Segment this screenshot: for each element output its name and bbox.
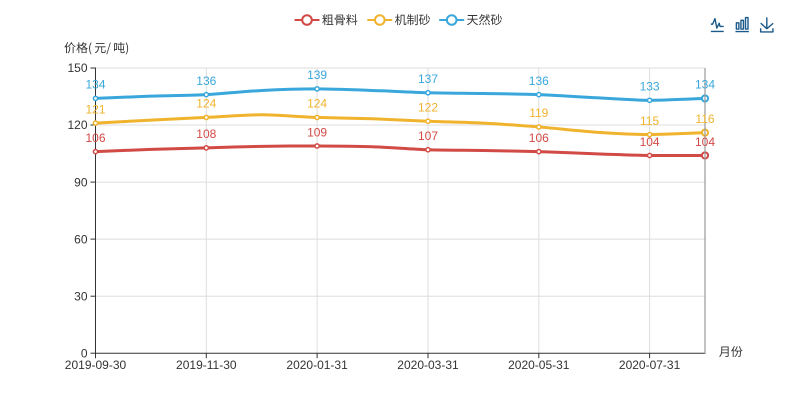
svg-text:104: 104 <box>695 135 715 149</box>
svg-text:139: 139 <box>307 68 327 82</box>
svg-text:108: 108 <box>196 127 216 141</box>
svg-text:90: 90 <box>74 175 88 189</box>
svg-text:120: 120 <box>67 118 87 132</box>
svg-text:107: 107 <box>418 129 438 143</box>
svg-text:104: 104 <box>640 135 660 149</box>
svg-text:30: 30 <box>74 289 88 303</box>
svg-text:115: 115 <box>640 114 659 128</box>
svg-text:124: 124 <box>307 97 327 111</box>
svg-text:2020-05-31: 2020-05-31 <box>508 358 570 372</box>
svg-text:2020-03-31: 2020-03-31 <box>397 358 459 372</box>
svg-text:2020-01-31: 2020-01-31 <box>286 358 348 372</box>
svg-text:2019-11-30: 2019-11-30 <box>176 358 237 372</box>
svg-text:2020-07-31: 2020-07-31 <box>619 358 681 372</box>
svg-text:150: 150 <box>67 61 87 75</box>
svg-text:134: 134 <box>85 78 105 92</box>
svg-text:106: 106 <box>529 131 549 145</box>
svg-text:116: 116 <box>695 112 714 126</box>
svg-text:136: 136 <box>529 74 549 88</box>
svg-text:122: 122 <box>418 101 438 115</box>
svg-text:124: 124 <box>196 97 216 111</box>
svg-text:106: 106 <box>85 131 105 145</box>
svg-text:119: 119 <box>529 106 548 120</box>
svg-text:60: 60 <box>74 232 88 246</box>
svg-text:136: 136 <box>196 74 216 88</box>
svg-text:2019-09-30: 2019-09-30 <box>65 358 127 372</box>
svg-text:134: 134 <box>695 78 715 92</box>
svg-text:121: 121 <box>85 102 105 116</box>
svg-text:0: 0 <box>81 346 88 360</box>
svg-text:133: 133 <box>640 80 660 94</box>
svg-text:137: 137 <box>418 72 438 86</box>
svg-text:109: 109 <box>307 125 327 139</box>
